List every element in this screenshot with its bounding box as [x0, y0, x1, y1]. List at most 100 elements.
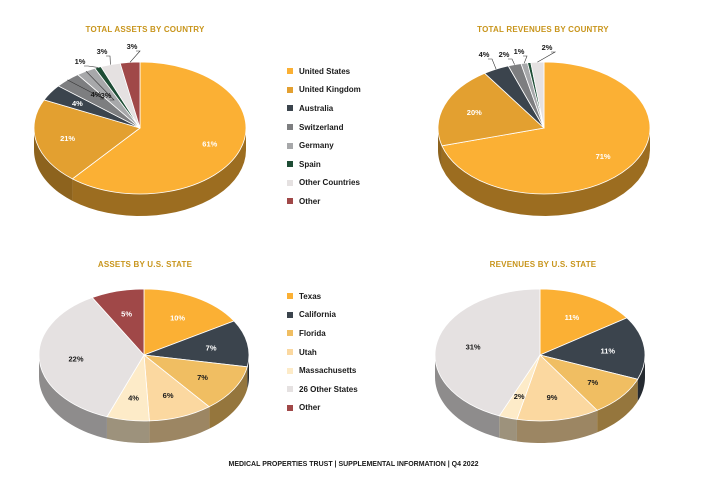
chart-title-revenues-state: REVENUES BY U.S. STATE	[489, 260, 597, 269]
legend-country: United States United Kingdom Australia Swit…	[287, 62, 361, 211]
legend-swatch	[287, 330, 293, 337]
pie-slice-side	[39, 355, 107, 439]
legend-label: California	[299, 310, 336, 320]
legend-swatch	[287, 198, 293, 205]
pie-slice-side	[516, 410, 598, 443]
pie-data-label: 3%	[127, 42, 138, 51]
pie-slice-side	[441, 128, 650, 216]
legend-swatch	[287, 179, 293, 186]
legend-label: Texas	[299, 291, 322, 301]
legend-label: Utah	[299, 347, 317, 357]
pie-data-label: 2%	[499, 50, 510, 59]
chart-title-assets-state: ASSETS BY U.S. STATE	[97, 260, 193, 269]
legend-label: Other	[299, 403, 321, 413]
pie-slice-side	[499, 415, 517, 442]
pie-data-label: 20%	[467, 108, 482, 117]
legend-swatch	[287, 404, 293, 411]
pie-data-label: 7%	[587, 378, 598, 387]
pie-slice-side	[247, 355, 249, 389]
chart-title-revenues-country: TOTAL REVENUES BY COUNTRY	[477, 25, 609, 34]
legend-swatch	[287, 293, 293, 300]
pie-data-label: 4%	[91, 90, 102, 99]
legend-swatch	[287, 105, 293, 112]
pie-slice-side	[597, 379, 638, 433]
pie-slice-side	[637, 355, 645, 402]
page-footer: MEDICAL PROPERTIES TRUST | SUPPLEMENTAL …	[228, 461, 479, 468]
legend-item: United States	[287, 62, 361, 81]
pie-slice-side	[435, 355, 500, 438]
legend-label: Germany	[299, 141, 334, 151]
legend-label: United Kingdom	[299, 85, 361, 95]
pie-data-label: 7%	[197, 373, 208, 382]
pie-data-label: 3%	[101, 91, 112, 100]
pie-data-label: 4%	[72, 99, 83, 108]
legend-item: California	[287, 306, 358, 325]
legend-swatch	[287, 161, 293, 168]
leader-line	[84, 65, 98, 68]
leader-line	[85, 70, 115, 101]
legend-item: Spain	[287, 155, 361, 174]
legend-swatch	[287, 349, 293, 356]
pie-data-label: 71%	[596, 152, 611, 161]
pie-data-label: 9%	[547, 393, 558, 402]
pie-data-label: 10%	[170, 314, 185, 323]
leader-line	[488, 58, 497, 70]
legend-swatch	[287, 386, 293, 393]
pie-data-label: 21%	[60, 134, 75, 143]
legend-label: Massachusetts	[299, 366, 357, 376]
pie-slice-side	[209, 366, 248, 429]
pie-data-label: 7%	[206, 343, 217, 352]
pie-slice	[530, 61, 545, 129]
pie-slice	[538, 317, 646, 380]
legend-item: Utah	[287, 343, 358, 362]
legend-label: Other	[299, 196, 321, 206]
pie-slice-side	[34, 128, 73, 201]
pie-data-label: 3%	[97, 47, 108, 56]
legend-item: Other Countries	[287, 174, 361, 193]
leader-line	[508, 58, 515, 65]
pie-slice	[539, 288, 628, 356]
legend-label: Australia	[299, 103, 334, 113]
pie-slice	[91, 288, 145, 357]
pie-slice	[143, 320, 250, 368]
legend-swatch	[287, 124, 293, 131]
leader-line	[523, 55, 528, 64]
legend-label: 26 Other States	[299, 384, 358, 394]
legend-item: Florida	[287, 324, 358, 343]
legend-swatch	[287, 142, 293, 149]
pie-slice	[441, 61, 651, 195]
legend-swatch	[287, 311, 293, 318]
leader-line	[106, 55, 111, 65]
pie-data-label: 4%	[479, 50, 490, 59]
legend-label: Spain	[299, 159, 321, 169]
legend-item: Other	[287, 192, 361, 211]
legend-label: Florida	[299, 328, 326, 338]
leader-line	[129, 50, 141, 63]
pie-slice	[142, 354, 248, 408]
pie-slice-side	[72, 128, 247, 216]
pie-data-label: 22%	[68, 354, 83, 363]
pie-data-label: 2%	[542, 43, 553, 52]
leader-line	[67, 79, 105, 100]
legend-item: Texas	[287, 287, 358, 306]
legend-label: Other Countries	[299, 178, 360, 188]
pie-slice	[33, 99, 141, 180]
legend-swatch	[287, 86, 293, 93]
pie-data-label: 11%	[600, 346, 615, 355]
legend-label: United States	[299, 66, 351, 76]
leader-line	[537, 51, 557, 63]
legend-item: Switzerland	[287, 118, 361, 137]
pie-data-label: 11%	[565, 313, 580, 322]
pie-slice-side	[149, 406, 210, 443]
legend-swatch	[287, 68, 293, 75]
pie-data-label: 1%	[514, 47, 525, 56]
pie-data-label: 6%	[163, 391, 174, 400]
pie-data-label: 5%	[121, 310, 132, 319]
pie-slice	[516, 354, 598, 422]
legend-item: Germany	[287, 136, 361, 155]
legend-label: Switzerland	[299, 122, 344, 132]
pie-slice	[437, 72, 545, 147]
